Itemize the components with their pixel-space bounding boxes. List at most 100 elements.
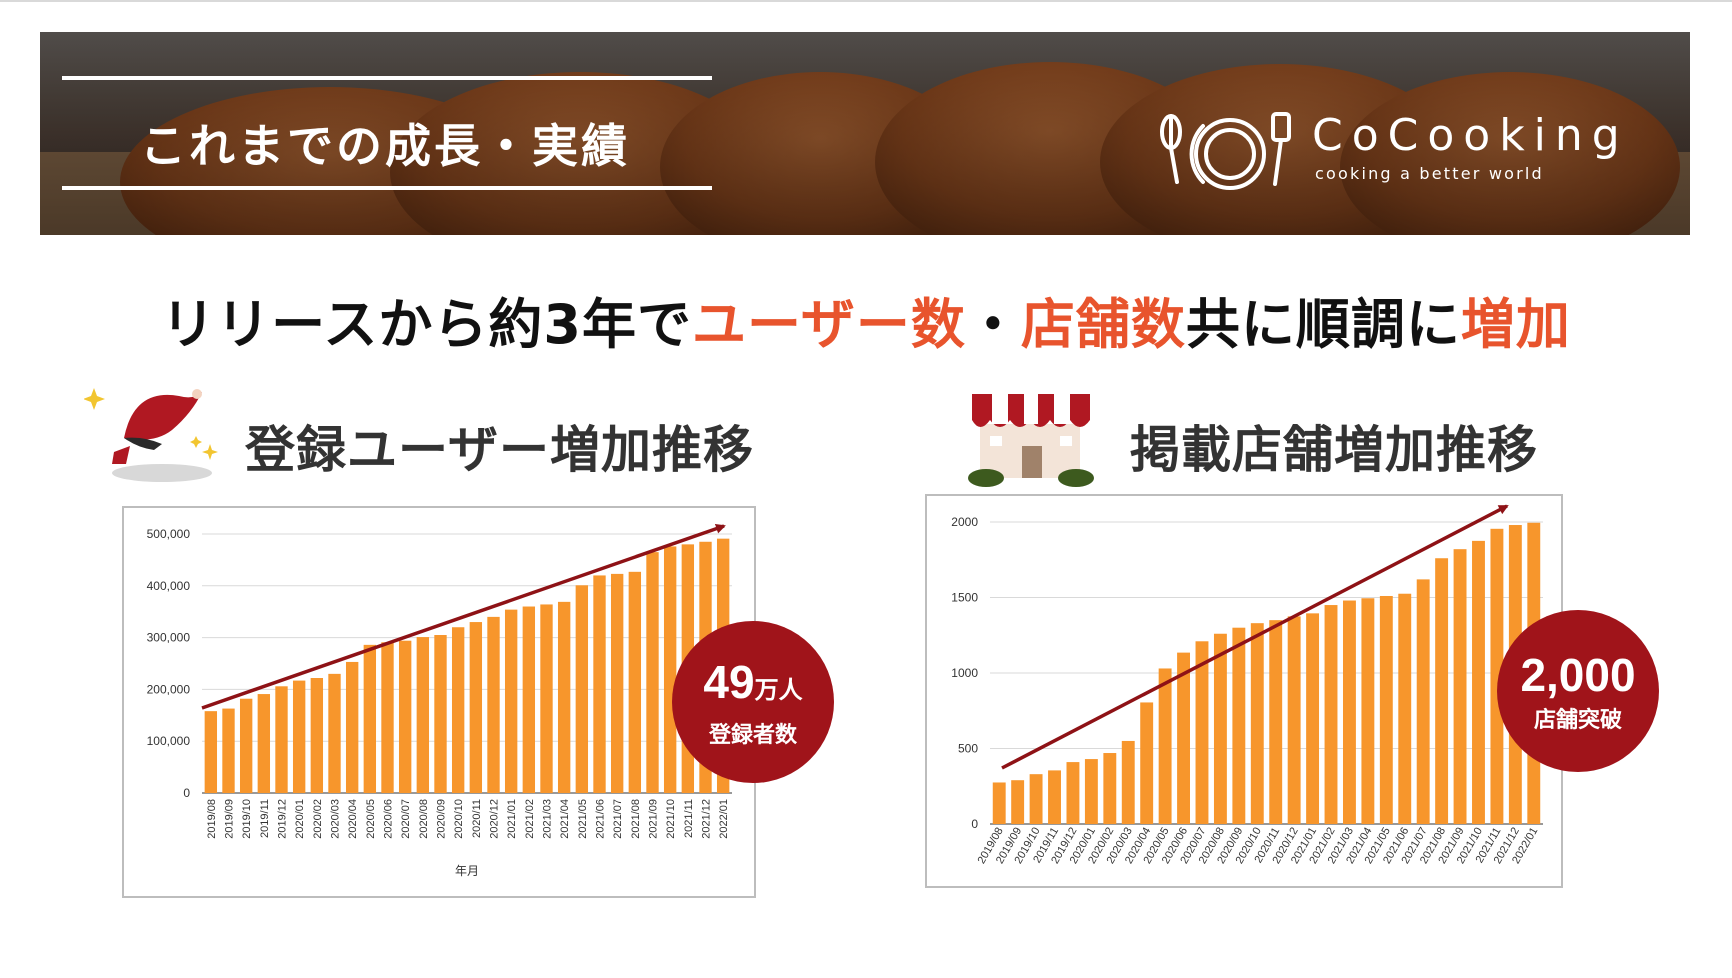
title-rule-top (62, 76, 712, 80)
x-tick-label: 2021/05 (577, 799, 589, 839)
bar (239, 698, 253, 793)
x-tick-label: 2019/12 (277, 799, 289, 839)
bar (345, 661, 359, 793)
users-badge: 49万人 登録者数 (672, 621, 834, 783)
x-tick-label: 2019/11 (259, 799, 271, 838)
bar (398, 640, 412, 793)
bar (1250, 623, 1264, 824)
bar (1453, 549, 1467, 824)
headline-part: ・ (965, 293, 1021, 356)
y-tick-label: 0 (183, 786, 190, 800)
x-tick-label: 2021/06 (595, 799, 607, 839)
users-badge-label: 登録者数 (708, 723, 797, 748)
bar (1342, 600, 1356, 824)
bar (328, 673, 341, 793)
x-tick-label: 2020/11 (471, 799, 483, 838)
bar (1213, 633, 1227, 824)
bar (469, 622, 483, 793)
bar (628, 571, 642, 793)
y-tick-label: 500 (958, 742, 978, 756)
y-tick-label: 1000 (951, 666, 978, 680)
x-tick-label: 2020/09 (436, 799, 448, 839)
stores-chart-svg: 05001000150020002019/082019/092019/10201… (951, 504, 1543, 866)
x-tick-label: 2021/04 (559, 799, 571, 839)
users-section-title: 登録ユーザー増加推移 (245, 421, 754, 479)
x-tick-label: 2021/07 (612, 799, 624, 839)
title-rule-bottom (62, 186, 712, 190)
bar (1103, 753, 1117, 824)
stores-badge-number: 2,000 (1520, 649, 1636, 701)
y-tick-label: 0 (971, 817, 978, 831)
bar (663, 546, 677, 793)
stores-chart: 0 500 1000 1500 2000 2019/08 2019/09 2019/10 201… (925, 494, 1563, 888)
x-tick-label: 2020/08 (418, 799, 430, 839)
x-tick-label: 2022/01 (718, 799, 730, 839)
bar (1306, 613, 1320, 824)
bar (992, 782, 1006, 824)
x-tick-label: 2020/01 (294, 799, 306, 839)
utensils-plate-icon (1160, 112, 1291, 190)
headline-highlight-stores: 店舗数 (1020, 293, 1186, 356)
bar (1048, 770, 1061, 824)
x-tick-label: 2021/11 (683, 799, 695, 838)
headline-part: 共に順調に (1185, 293, 1461, 356)
bar (1195, 641, 1209, 824)
bar (310, 678, 324, 793)
bar (1490, 528, 1504, 824)
x-tick-label: 2021/01 (506, 799, 518, 839)
bar (487, 616, 500, 793)
bar (1269, 620, 1283, 824)
stores-badge-label: 店舗突破 (1533, 708, 1622, 733)
headline-highlight-increase: 増加 (1460, 293, 1571, 356)
bread-background (40, 32, 1690, 235)
bar (434, 635, 447, 793)
logo-tagline: cooking a better world (1315, 164, 1544, 183)
y-tick-label: 300,000 (147, 631, 191, 645)
x-tick-label: 2020/05 (365, 799, 377, 839)
bar (1084, 759, 1098, 824)
y-tick-label: 100,000 (147, 734, 191, 748)
bar (557, 601, 571, 793)
bar (257, 694, 271, 793)
x-tick-label: 2021/12 (701, 799, 713, 839)
bar (416, 637, 430, 793)
cocooking-logo: CoCooking cooking a better world (1155, 104, 1675, 204)
y-tick-label: 2000 (951, 515, 978, 529)
y-tick-label: 500,000 (147, 527, 191, 541)
y-tick-label: 200,000 (147, 682, 191, 696)
bar (1158, 668, 1172, 824)
x-tick-label: 2020/03 (330, 799, 342, 839)
bar (1416, 579, 1430, 824)
bar (1066, 762, 1080, 824)
bar (1361, 598, 1375, 824)
x-tick-label: 2021/08 (630, 799, 642, 839)
y-tick-label: 1500 (951, 591, 978, 605)
users-badge-number: 49万人 (672, 655, 834, 709)
header-banner: これまでの成長・実績 CoCooking cooking a better wo… (40, 32, 1690, 235)
headline: リリースから約3年でユーザー数・店舗数共に順調に増加 (0, 280, 1732, 359)
flying-chef-icon (84, 388, 218, 482)
users-chart: 0 100,000 200,000 300,000 400,000 500,000 2019… (122, 506, 756, 898)
users-badge-value: 49 (703, 656, 755, 708)
bar (575, 585, 589, 793)
stores-badge: 2,000 店舗突破 (1497, 610, 1659, 772)
bar (1177, 652, 1191, 824)
bar (1011, 780, 1025, 824)
bar (1232, 627, 1246, 824)
headline-highlight-users: ユーザー数 (691, 293, 966, 356)
x-tick-label: 2021/09 (648, 799, 660, 839)
users-chart-svg: 0 100,000 200,000 300,000 400,000 500,000 2019… (147, 523, 732, 878)
headline-part: リリースから約3年で (161, 293, 692, 356)
bar (522, 606, 536, 793)
bar (363, 644, 377, 793)
bar (381, 642, 394, 793)
x-tick-label: 2021/10 (665, 799, 677, 839)
bar (1324, 605, 1338, 824)
x-tick-label: 2020/12 (489, 799, 501, 839)
bar (646, 552, 659, 793)
x-tick-label: 2021/02 (524, 799, 536, 839)
storefront-icon (968, 394, 1094, 487)
trend-arrow (1001, 504, 1509, 770)
x-tick-label: 2019/10 (241, 799, 253, 839)
bar (292, 680, 306, 793)
